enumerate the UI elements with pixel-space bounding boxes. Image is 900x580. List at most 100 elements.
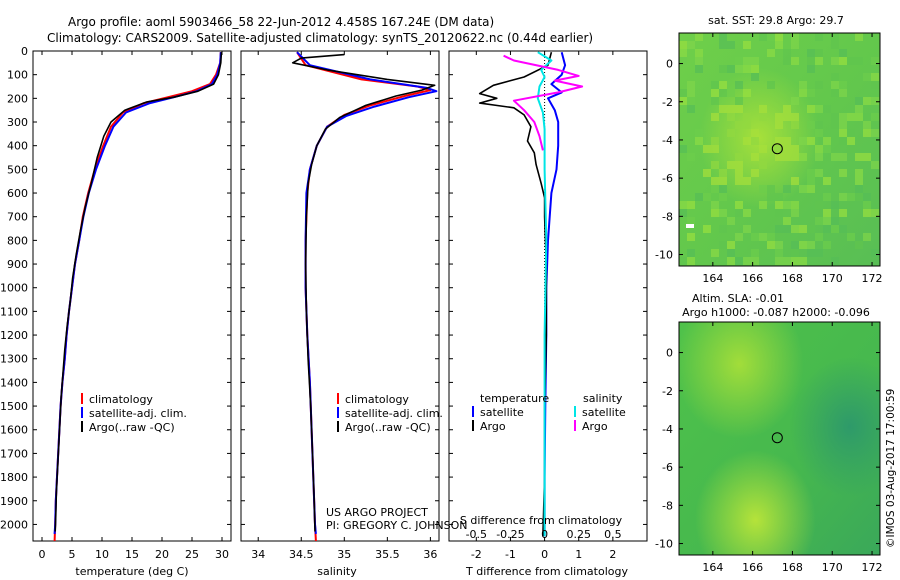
sst-cell <box>831 113 839 121</box>
sst-cell <box>847 233 855 241</box>
sst-cell <box>759 145 767 153</box>
sst-cell <box>871 249 879 257</box>
sst-cell <box>735 65 743 73</box>
sst-cell <box>735 153 743 161</box>
sst-cell <box>831 201 839 209</box>
sst-cell <box>871 129 879 137</box>
legend-label-climatology: climatology <box>345 393 409 406</box>
sst-cell <box>823 217 831 225</box>
sst-cell <box>735 105 743 113</box>
sst-cell <box>687 153 695 161</box>
sst-cell <box>735 169 743 177</box>
temperature-x-label: temperature (deg C) <box>75 565 188 578</box>
map-x-tick-label: 170 <box>822 561 843 574</box>
sst-cell <box>743 57 751 65</box>
temperature-x-tick-label: 5 <box>69 548 76 561</box>
sst-cell <box>871 57 879 65</box>
sst-cell <box>839 169 847 177</box>
difference-t-tick-label: -2 <box>471 548 482 561</box>
sst-cell <box>687 81 695 89</box>
sst-cell <box>727 249 735 257</box>
sst-cell <box>855 177 863 185</box>
difference-t-tick-label: 2 <box>609 548 616 561</box>
sst-cell <box>735 209 743 217</box>
sst-cell <box>679 257 687 265</box>
sst-cell <box>791 41 799 49</box>
sst-cell <box>807 137 815 145</box>
map-x-tick-label: 166 <box>742 272 763 285</box>
sst-cell <box>719 177 727 185</box>
sst-cell <box>839 49 847 57</box>
difference-series <box>478 51 584 541</box>
sst-cell <box>775 225 783 233</box>
sst-cell <box>815 145 823 153</box>
sst-cell <box>791 257 799 265</box>
sst-cell <box>695 33 703 41</box>
sst-cell <box>679 41 687 49</box>
sst-cell <box>695 129 703 137</box>
sst-cell <box>783 57 791 65</box>
sst-cell <box>727 129 735 137</box>
sst-cell <box>783 145 791 153</box>
sst-cell <box>839 57 847 65</box>
sst-argo-position-marker <box>771 143 783 155</box>
sst-cell <box>855 185 863 193</box>
sst-cell <box>711 177 719 185</box>
sst-cell <box>711 145 719 153</box>
depth-tick-label: 0 <box>21 45 28 58</box>
difference-line-3 <box>503 54 584 151</box>
legend-label-t-argo: Argo <box>480 420 506 433</box>
temperature-x-tick-label: 0 <box>39 548 46 561</box>
sst-cell <box>743 225 751 233</box>
sst-cell <box>823 105 831 113</box>
sst-cell <box>823 145 831 153</box>
sst-cell <box>775 33 783 41</box>
sst-cell <box>799 81 807 89</box>
difference-x-axis: -2 -1 0 1 2 -0.5 -0.25 0 0.25 0.5 <box>466 51 622 561</box>
map-x-tick-label: 170 <box>822 272 843 285</box>
temperature-x-tick-label: 15 <box>125 548 139 561</box>
map-y-tick-label: 0 <box>666 347 673 360</box>
legend-label-t-satellite: satellite <box>480 406 524 419</box>
sst-cell <box>743 137 751 145</box>
sst-cell <box>791 249 799 257</box>
sst-cell <box>855 97 863 105</box>
difference-t-tick-label: -1 <box>505 548 516 561</box>
sst-cell <box>751 169 759 177</box>
legend-label-argo: Argo(..raw -QC) <box>345 421 431 434</box>
difference-t-tick-label: 0 <box>541 548 548 561</box>
sst-cell <box>823 225 831 233</box>
sst-cell <box>687 249 695 257</box>
sst-cell <box>703 145 711 153</box>
sst-cell <box>807 169 815 177</box>
sst-cell <box>783 49 791 57</box>
sla-map-title: Altim. SLA: -0.01 <box>692 292 784 305</box>
sst-cell <box>871 73 879 81</box>
sst-cell <box>687 233 695 241</box>
sst-cell <box>687 105 695 113</box>
sla-map-frame <box>678 321 881 556</box>
sst-cell <box>871 81 879 89</box>
sst-cell <box>727 89 735 97</box>
sst-cell <box>839 209 847 217</box>
sst-cell <box>751 73 759 81</box>
sst-cell <box>799 185 807 193</box>
sst-cell <box>807 89 815 97</box>
sst-cell <box>711 97 719 105</box>
sst-cell <box>871 113 879 121</box>
sst-cell <box>847 57 855 65</box>
temperature-line-1 <box>53 52 222 534</box>
sst-cell <box>719 225 727 233</box>
sst-cell <box>839 89 847 97</box>
sst-cell <box>767 241 775 249</box>
sst-cell <box>847 193 855 201</box>
sst-cell <box>759 105 767 113</box>
sst-cell <box>679 97 687 105</box>
sst-cell <box>735 97 743 105</box>
sst-cell <box>743 121 751 129</box>
sst-cell <box>735 257 743 265</box>
sst-cell <box>815 49 823 57</box>
sst-cell <box>799 241 807 249</box>
sst-cell <box>839 113 847 121</box>
sst-cell <box>743 41 751 49</box>
